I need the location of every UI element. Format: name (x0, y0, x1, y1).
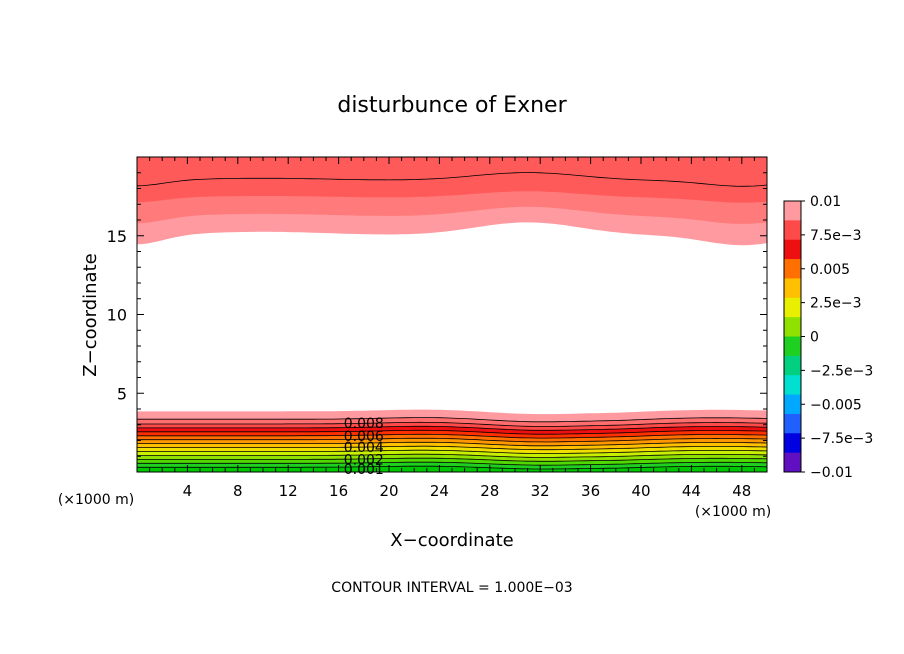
colorbar-segment (784, 413, 801, 434)
plot-area (136, 156, 768, 473)
contour-label: 0.008 (344, 416, 384, 432)
y-tick-label: 10 (107, 306, 127, 325)
colorbar-segment (784, 375, 801, 396)
x-tick-label: 36 (581, 482, 600, 500)
contour-line (137, 461, 767, 466)
contour-line (137, 172, 767, 187)
contour-interval-note: CONTOUR INTERVAL = 1.000E−03 (331, 580, 572, 596)
x-tick-label: 40 (631, 482, 650, 500)
x-unit-left: (×1000 m) (58, 492, 134, 508)
colorbar-segment (784, 278, 801, 299)
colorbar-tick-label: −2.5e−3 (810, 363, 873, 379)
contour-line (137, 441, 767, 447)
y-axis-label: Z−coordinate (80, 253, 101, 376)
contour-line (137, 445, 767, 451)
x-unit-right: (×1000 m) (695, 504, 771, 520)
x-tick-label: 8 (233, 482, 243, 500)
x-tick-labels: 4 8 12 16 20 24 28 32 36 40 44 48 (183, 482, 752, 500)
contour-line (137, 437, 767, 443)
colorbar-segment (784, 336, 801, 357)
colorbar-tick-label: 7.5e−3 (810, 228, 862, 244)
contour-band-top (137, 157, 767, 203)
x-tick-label: 4 (183, 482, 193, 500)
colorbar-segment (784, 394, 801, 415)
contour-line (137, 433, 767, 439)
colorbar-segment (784, 239, 801, 260)
colorbar-tick-label: −0.01 (810, 465, 853, 481)
x-tick-label: 28 (480, 482, 499, 500)
colorbar-tick-label: 2.5e−3 (810, 296, 862, 312)
colorbar: 0.01 7.5e−3 0.005 2.5e−3 0 −2.5e−3 −0.005 −7.5e… (783, 194, 873, 481)
contour-label: 0.002 (344, 452, 384, 468)
contour-line (137, 425, 767, 431)
contour-label: 0.006 (344, 429, 384, 445)
x-tick-label: 44 (682, 482, 701, 500)
contour-line (137, 457, 767, 462)
colorbar-segment (784, 433, 801, 454)
colorbar-segment (784, 201, 801, 221)
contour-line (137, 429, 767, 435)
x-tick-label: 24 (430, 482, 449, 500)
y-tick-label: 5 (117, 384, 127, 403)
x-axis-label: X−coordinate (390, 530, 513, 551)
colorbar-segment (784, 220, 801, 241)
x-tick-label: 16 (329, 482, 348, 500)
contour-label: 0.004 (344, 440, 384, 456)
colorbar-tick-label: 0.005 (810, 262, 850, 278)
y-tick-labels: 5 10 15 (107, 227, 127, 404)
contour-line (137, 449, 767, 454)
colorbar-segment (784, 259, 801, 279)
contour-label: 0.001 (344, 462, 384, 478)
x-tick-label: 12 (279, 482, 298, 500)
colorbar-tick-label: 0.01 (810, 194, 841, 210)
colorbar-tick-label: −0.005 (810, 397, 862, 413)
colorbar-segment (784, 297, 801, 318)
contour-line (137, 453, 767, 458)
chart-title: disturbunce of Exner (337, 93, 567, 118)
contour-line (137, 421, 767, 427)
colorbar-tick-label: 0 (810, 330, 819, 346)
x-tick-label: 20 (379, 482, 398, 500)
colorbar-segment (784, 317, 801, 337)
y-tick-label: 15 (107, 227, 127, 246)
contour-line (137, 417, 767, 423)
x-tick-label: 48 (732, 482, 751, 500)
colorbar-segment (784, 355, 801, 376)
x-tick-label: 32 (531, 482, 550, 500)
contour-line (137, 465, 767, 470)
colorbar-tick-label: −7.5e−3 (810, 431, 873, 447)
colorbar-segment (784, 452, 801, 473)
